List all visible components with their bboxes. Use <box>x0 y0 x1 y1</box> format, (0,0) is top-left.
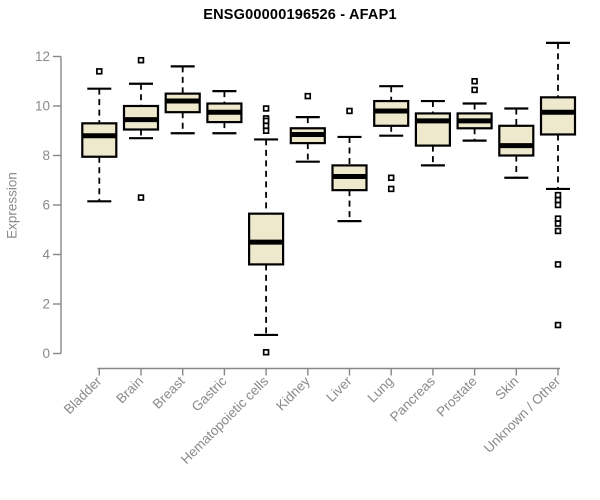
x-category-label: Pancreas <box>387 373 438 424</box>
boxplot-skin <box>498 107 535 179</box>
x-category-label: Brain <box>113 374 146 407</box>
boxplot-prostate <box>456 77 493 142</box>
outlier-point <box>554 191 562 199</box>
x-category-label: Breast <box>150 373 188 411</box>
boxplot-brain <box>122 56 160 201</box>
outlier-point <box>387 174 395 182</box>
outlier-point <box>137 194 145 201</box>
boxplot-pancreas <box>414 99 451 167</box>
outlier-point <box>137 56 145 64</box>
outlier-point <box>471 86 478 94</box>
boxplot-liver <box>331 107 368 223</box>
y-tick-label: 12 <box>35 49 50 64</box>
outlier-point <box>262 349 270 356</box>
x-category-label: Bladder <box>61 373 105 417</box>
outlier-point <box>554 220 562 227</box>
x-category-label: Skin <box>492 374 521 403</box>
outlier-point <box>471 77 478 85</box>
outlier-point <box>262 122 270 130</box>
chart-title: ENSG00000196526 - AFAP1 <box>203 7 397 23</box>
boxplot-unknown-other <box>539 41 577 329</box>
iqr-box <box>414 112 451 147</box>
y-tick-label: 8 <box>42 148 50 163</box>
y-tick-label: 0 <box>42 346 50 361</box>
outlier-point <box>304 92 312 100</box>
iqr-box <box>539 96 577 136</box>
boxplot-kidney <box>289 92 326 163</box>
outlier-point <box>346 107 353 115</box>
outlier-point <box>554 196 562 204</box>
outlier-point <box>554 227 562 235</box>
x-category-label: Prostate <box>434 374 480 420</box>
boxplot-lung <box>373 85 410 193</box>
y-axis: 0 2 4 6 8 10 12 <box>35 49 62 361</box>
boxplot-hematopoietic-cells <box>248 105 285 356</box>
y-tick-label: 4 <box>42 247 50 262</box>
outlier-point <box>387 185 395 193</box>
outlier-point <box>262 127 270 135</box>
outlier-point <box>554 261 562 268</box>
x-category-label: Kidney <box>273 373 313 413</box>
outlier-point <box>554 201 562 209</box>
boxplot-gastric <box>206 90 243 135</box>
iqr-box <box>248 212 285 266</box>
iqr-box <box>498 124 535 157</box>
boxplot-bladder <box>81 68 118 203</box>
outlier-point <box>262 105 270 112</box>
x-category-label: Unknown / Other <box>481 373 564 456</box>
x-category-label: Lung <box>364 374 396 406</box>
x-category-label: Gastric <box>189 373 230 414</box>
outlier-point <box>96 68 103 75</box>
x-category-label: Liver <box>323 373 355 405</box>
outlier-point <box>554 321 562 329</box>
outlier-point <box>262 117 270 125</box>
y-tick-label: 6 <box>42 198 50 213</box>
boxplot-breast <box>164 65 201 135</box>
y-tick-label: 2 <box>42 297 50 312</box>
outlier-point <box>554 215 562 222</box>
y-tick-label: 10 <box>35 99 50 114</box>
iqr-box <box>81 122 118 158</box>
